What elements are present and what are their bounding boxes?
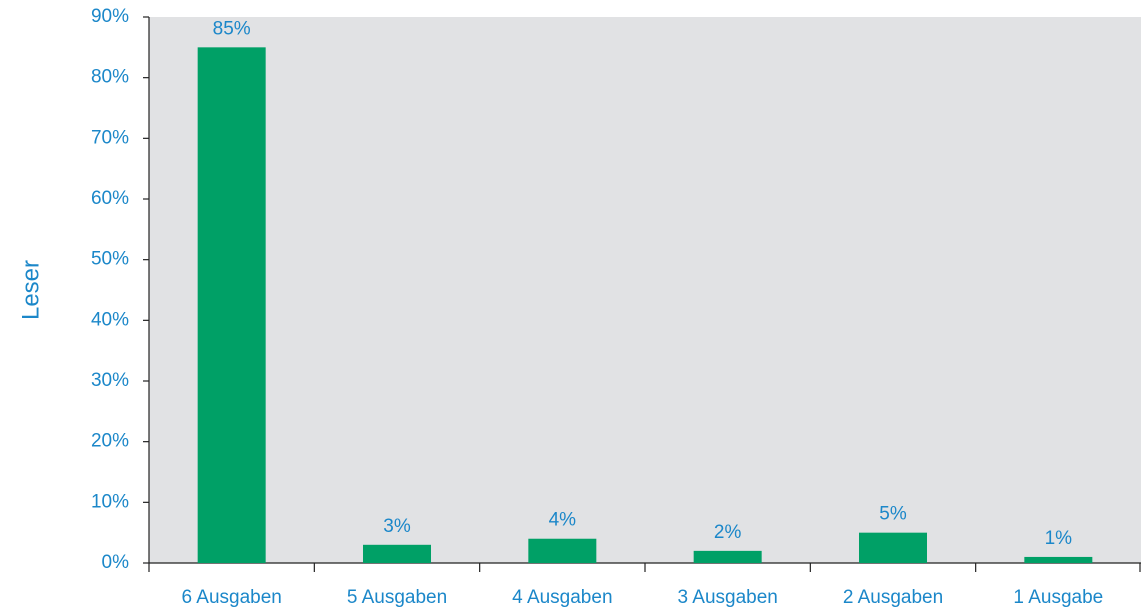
data-label: 2%	[714, 522, 742, 543]
x-tick-label: 2 Ausgaben	[843, 587, 943, 608]
data-label: 5%	[879, 504, 907, 525]
y-tick-label: 20%	[91, 431, 129, 452]
bar	[363, 544, 431, 563]
y-tick-label: 50%	[91, 249, 129, 270]
bar	[859, 532, 927, 563]
x-tick-label: 3 Ausgaben	[677, 587, 777, 608]
y-tick-label: 30%	[91, 370, 129, 391]
data-label: 4%	[549, 510, 577, 531]
plot-area	[149, 17, 1141, 563]
y-tick-label: 60%	[91, 188, 129, 209]
bar	[693, 550, 762, 563]
bar	[1024, 556, 1093, 563]
bar	[528, 538, 597, 563]
y-tick-label: 80%	[91, 67, 129, 88]
y-tick-label: 0%	[102, 552, 130, 573]
x-tick-label: 5 Ausgaben	[347, 587, 447, 608]
x-tick-label: 1 Ausgabe	[1013, 587, 1103, 608]
bar	[197, 47, 266, 564]
y-tick-label: 10%	[91, 491, 129, 512]
x-tick-label: 4 Ausgaben	[512, 587, 612, 608]
data-label: 3%	[383, 516, 411, 537]
data-label: 1%	[1045, 528, 1073, 549]
y-tick-label: 40%	[91, 309, 129, 330]
x-tick-label: 6 Ausgaben	[181, 587, 281, 608]
y-tick-label: 90%	[91, 6, 129, 27]
data-label: 85%	[213, 18, 251, 39]
y-tick-label: 70%	[91, 127, 129, 148]
y-axis-label: Leser	[17, 260, 44, 320]
